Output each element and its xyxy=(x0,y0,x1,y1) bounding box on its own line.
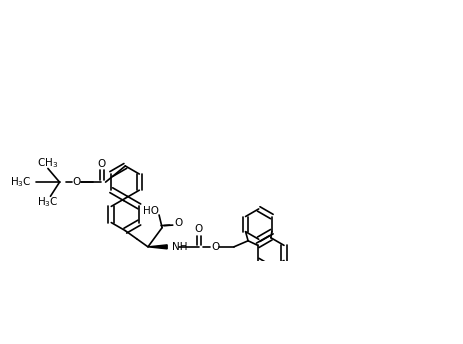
Text: HO: HO xyxy=(143,206,159,216)
Polygon shape xyxy=(148,245,167,249)
Text: $\mathregular{H_3C}$: $\mathregular{H_3C}$ xyxy=(10,175,31,189)
Text: $\mathregular{H_3C}$: $\mathregular{H_3C}$ xyxy=(37,195,59,209)
Text: $\mathregular{CH_3}$: $\mathregular{CH_3}$ xyxy=(38,157,58,170)
Text: NH: NH xyxy=(172,242,187,252)
Text: O: O xyxy=(175,218,183,228)
Text: O: O xyxy=(212,242,220,252)
Text: O: O xyxy=(194,224,203,234)
Text: O: O xyxy=(97,159,106,169)
Text: O: O xyxy=(73,177,81,187)
